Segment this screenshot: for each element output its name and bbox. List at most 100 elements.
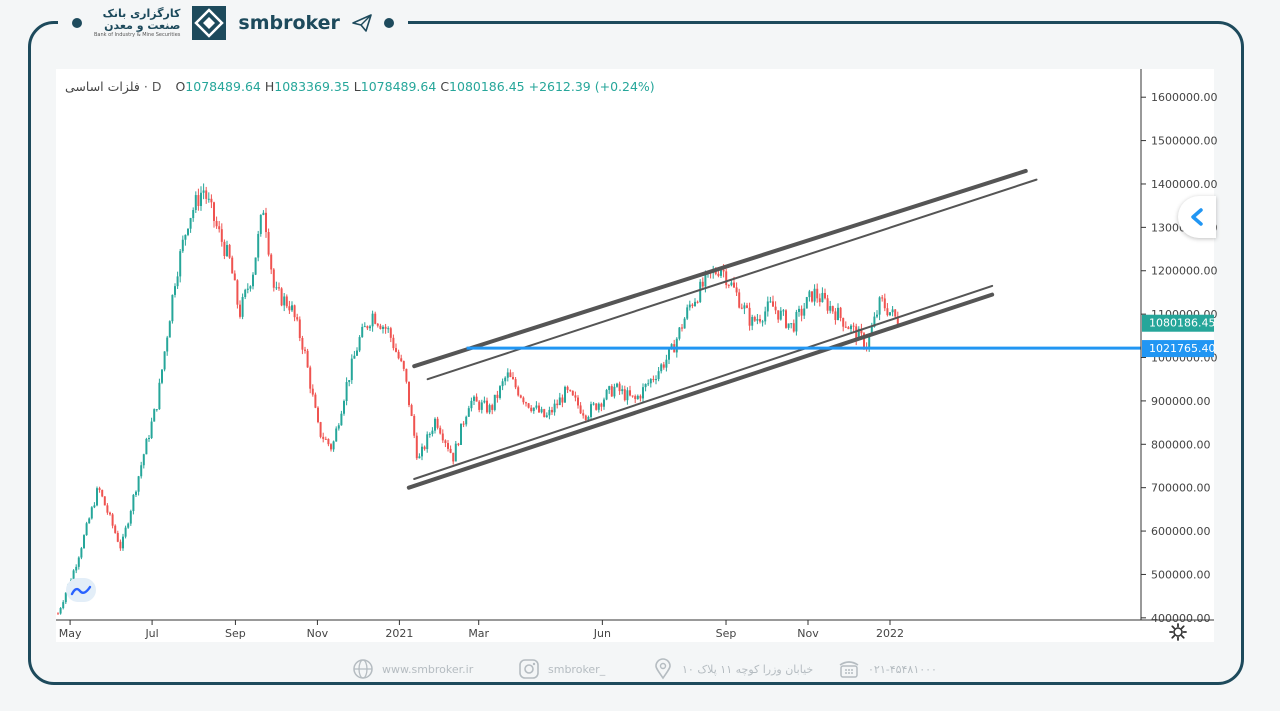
- candle-body: [145, 438, 148, 455]
- candle-body: [259, 214, 262, 234]
- candle-body: [291, 305, 293, 311]
- candle-body: [478, 401, 481, 410]
- candle-body: [140, 465, 143, 477]
- candle-body: [158, 382, 161, 410]
- candle-body: [246, 288, 249, 290]
- footer-website-text: www.smbroker.ir: [382, 662, 474, 676]
- candles-layer: [57, 183, 899, 615]
- chart-panel[interactable]: [56, 69, 1214, 642]
- footer: www.smbroker.ir smbroker_ خیابان وزرا کو…: [0, 656, 1280, 684]
- candle-body: [280, 288, 283, 306]
- candle-body: [488, 405, 491, 413]
- candle-body: [675, 338, 678, 353]
- candle-body: [319, 422, 322, 437]
- header-dot-left: [72, 18, 82, 28]
- candle-body: [894, 309, 897, 317]
- candle-body: [150, 421, 153, 439]
- diamond-logo-icon: [192, 6, 227, 40]
- candle-body: [462, 423, 465, 425]
- bank-name-line1: کارگزاری بانک: [102, 6, 181, 20]
- candle-body: [896, 316, 899, 327]
- candle-body: [353, 355, 356, 359]
- candle-body: [548, 409, 551, 416]
- legend-open-label: O: [175, 79, 186, 94]
- current-price-badge: [1142, 314, 1214, 332]
- time-tick-label: Sep: [225, 627, 246, 640]
- legend-close: 1080186.45: [449, 79, 525, 94]
- candle-body: [642, 387, 644, 399]
- candle-body: [694, 301, 696, 307]
- candle-body: [254, 257, 257, 275]
- settings-button[interactable]: [1166, 622, 1190, 642]
- collapse-button[interactable]: [1178, 196, 1216, 238]
- candle-body: [564, 386, 566, 403]
- candle-body: [200, 192, 202, 206]
- candle-body: [790, 323, 793, 325]
- candle-body: [551, 409, 553, 413]
- candle-body: [860, 328, 863, 334]
- candle-body: [298, 319, 301, 338]
- candle-body: [470, 400, 473, 409]
- candle-body: [870, 326, 873, 336]
- candle-body: [764, 311, 767, 322]
- candle-body: [324, 438, 327, 440]
- candle-body: [465, 416, 468, 425]
- candle-body: [288, 306, 291, 311]
- footer-website[interactable]: www.smbroker.ir: [352, 658, 473, 680]
- candle-body: [202, 190, 205, 193]
- candle-body: [847, 327, 850, 330]
- candle-body: [155, 409, 158, 411]
- candle-body: [168, 321, 171, 338]
- chevron-left-icon: [1191, 208, 1203, 226]
- candle-body: [283, 296, 286, 306]
- candle-body: [428, 433, 431, 435]
- trend-line-upper-outer: [412, 168, 1028, 369]
- candle-body: [135, 491, 137, 495]
- candle-body: [384, 326, 387, 329]
- footer-instagram[interactable]: smbroker_: [518, 658, 605, 680]
- candle-body: [634, 396, 637, 400]
- candle-body: [322, 436, 325, 439]
- candle-body: [691, 304, 694, 307]
- candle-body: [733, 282, 735, 288]
- candle-body: [431, 430, 434, 434]
- candle-body: [452, 452, 455, 462]
- instagram-icon: [519, 659, 539, 679]
- candle-body: [413, 415, 416, 436]
- candle-body: [779, 310, 782, 320]
- price-tick-label: 1600000.00: [1151, 91, 1217, 104]
- candle-body: [746, 305, 748, 308]
- candle-body: [517, 387, 520, 396]
- candle-body: [532, 407, 535, 412]
- candle-body: [231, 257, 234, 274]
- candle-body: [483, 400, 486, 403]
- candle-body: [829, 306, 832, 311]
- candle-body: [886, 308, 889, 316]
- candle-body: [545, 415, 548, 418]
- candle-body: [83, 535, 85, 549]
- candle-body: [491, 405, 494, 410]
- candle-body: [597, 403, 600, 410]
- candle-body: [553, 403, 556, 413]
- candle-body: [803, 308, 806, 316]
- candle-body: [467, 408, 470, 417]
- candle-body: [278, 287, 280, 289]
- candle-body: [509, 372, 512, 377]
- tradingview-logo-icon[interactable]: [66, 578, 96, 602]
- candle-body: [421, 446, 423, 457]
- candle-body: [317, 407, 319, 423]
- tradingview-mark: [70, 585, 92, 596]
- candle-body: [272, 269, 275, 288]
- candle-body: [561, 397, 564, 403]
- candle-body: [824, 292, 826, 299]
- candle-body: [587, 416, 590, 421]
- candle-body: [816, 288, 819, 299]
- candle-body: [621, 389, 624, 392]
- candle-body: [345, 382, 348, 401]
- candle-body: [811, 291, 813, 302]
- candle-body: [743, 305, 746, 309]
- price-tick-label: 600000.00: [1151, 525, 1211, 538]
- candle-body: [837, 307, 839, 320]
- candle-body: [114, 525, 117, 533]
